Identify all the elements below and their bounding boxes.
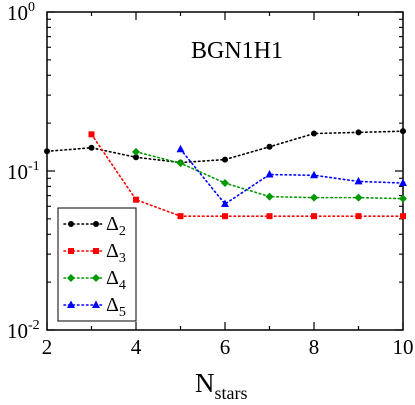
data-point	[132, 147, 140, 156]
data-point	[310, 170, 318, 179]
y-tick-label: 10-1	[7, 159, 40, 184]
data-point	[354, 176, 363, 185]
y-tick-label: 10-2	[7, 318, 40, 343]
x-axis-title-main: N	[195, 368, 215, 398]
data-point	[354, 193, 363, 202]
legend-marker	[92, 274, 100, 282]
x-axis-title-subscript: stars	[215, 383, 248, 403]
legend-marker	[67, 274, 75, 282]
y-tick-label-exponent: -1	[28, 159, 40, 174]
data-point	[266, 143, 273, 150]
legend-label: Δ4	[106, 267, 126, 293]
data-point	[176, 144, 185, 153]
data-point	[355, 129, 362, 136]
data-point	[355, 213, 362, 220]
data-point	[133, 196, 139, 203]
legend-marker	[68, 221, 74, 227]
data-point	[88, 144, 95, 151]
y-tick-label-exponent: -2	[28, 318, 40, 333]
data-point	[400, 213, 406, 220]
data-point	[133, 154, 139, 161]
data-point	[265, 192, 274, 201]
data-point	[310, 193, 318, 202]
legend-label-subscript: 5	[119, 305, 126, 320]
y-tick-label-base: 10	[7, 160, 28, 184]
data-point	[311, 130, 317, 137]
data-point	[311, 213, 317, 220]
legend-label-main: Δ	[106, 213, 119, 235]
legend-label-subscript: 2	[119, 224, 126, 239]
legend-label-subscript: 4	[119, 278, 126, 293]
y-tick-label: 100	[7, 0, 35, 25]
data-series	[44, 128, 407, 220]
x-tick-label: 8	[309, 335, 320, 359]
y-tick-label-base: 10	[7, 1, 28, 25]
series-Δ2	[44, 128, 406, 166]
legend-marker	[67, 300, 75, 308]
data-point	[265, 170, 274, 178]
legend-label-subscript: 3	[119, 251, 126, 266]
series-line	[90, 133, 404, 217]
data-point	[399, 194, 407, 203]
legend-label: Δ2	[106, 213, 126, 239]
data-point	[400, 128, 406, 135]
data-point	[221, 179, 229, 188]
series-line	[179, 148, 404, 206]
data-point	[221, 199, 229, 208]
panel-annotation: BGN1H1	[191, 38, 283, 64]
y-tick-label-exponent: 0	[28, 0, 35, 15]
legend-label-main: Δ	[106, 240, 119, 262]
x-tick-label: 6	[220, 335, 231, 359]
data-point	[266, 213, 273, 220]
data-point	[88, 131, 95, 138]
legend-marker	[93, 248, 99, 254]
x-tick-label: 10	[393, 335, 414, 359]
series-Δ5	[176, 144, 407, 208]
data-point	[44, 148, 50, 155]
legend-marker	[93, 221, 99, 227]
data-point	[177, 213, 184, 220]
data-point	[222, 156, 228, 163]
data-point	[176, 159, 185, 168]
x-tick-label: 4	[131, 335, 142, 359]
series-Δ3	[88, 131, 406, 220]
legend-label: Δ5	[106, 294, 126, 320]
data-point	[399, 178, 407, 187]
legend-label-main: Δ	[106, 294, 119, 316]
legend-label-main: Δ	[106, 267, 119, 289]
legend-marker	[68, 248, 74, 254]
data-point	[222, 213, 228, 220]
x-tick-label: 2	[42, 335, 53, 359]
y-tick-label-base: 10	[7, 319, 28, 343]
legend-label: Δ3	[106, 240, 126, 266]
x-axis-title: Nstars	[195, 368, 248, 403]
legend-marker	[92, 300, 100, 308]
series-Δ4	[132, 147, 407, 203]
